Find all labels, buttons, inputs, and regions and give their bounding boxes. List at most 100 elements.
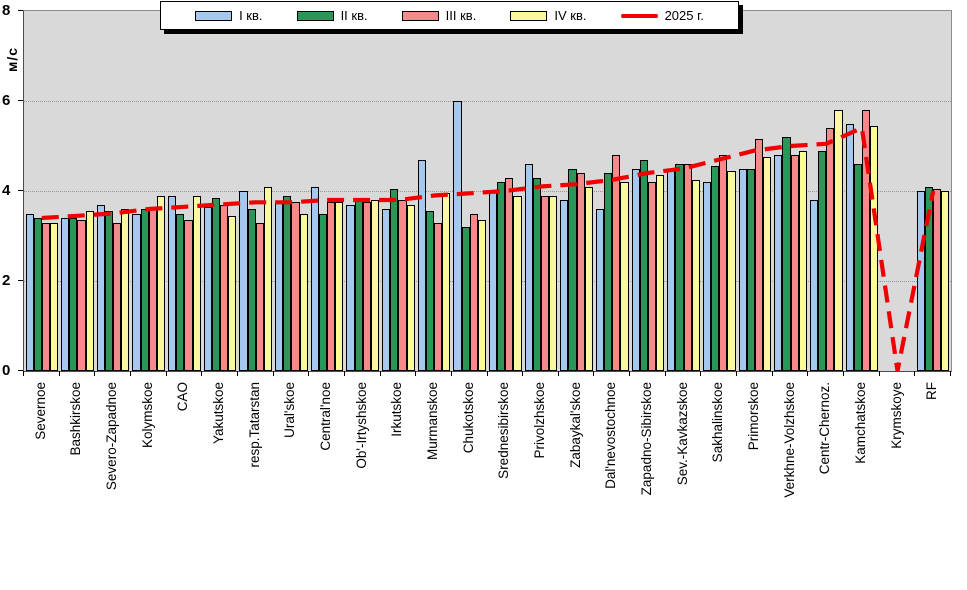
bar-iv-severnoe [49,222,59,371]
x-tick-mark-0 [23,371,24,376]
bar-i-centr-chernoz [809,200,819,371]
bar-iii-primorskoe [754,139,764,371]
bar-iv-irkutskoe [406,204,415,371]
bar-ii-chukotskoe [461,227,470,371]
legend-item-q2: II кв. [296,8,368,23]
bar-i-zabaykal-skoe [560,200,569,371]
bar-iv-rf [941,191,950,371]
bar-ii-cao [176,213,185,371]
bar-i-rf [916,191,925,371]
bar-iv-bashkirskoe [85,211,94,371]
x-tick-mark-10 [379,371,381,376]
bar-iii-severnoe [41,222,50,371]
legend-item-2025: 2025 г. [620,8,704,23]
bar-ii-rf [925,186,934,371]
bar-iv-kolymskoe [156,195,166,371]
bar-iii-privolzhskoe [540,195,550,371]
x-tick-mark-20 [736,371,738,376]
x-label-severnoe: Severnoe [32,382,48,440]
bar-i-verkhne-volzhskoe [774,155,783,371]
bar-ii-irkutskoe [390,188,399,371]
x-tick-mark-17 [629,371,631,376]
x-tick-mark-9 [343,371,345,376]
x-tick-mark-7 [272,371,274,376]
bar-iii-ural-skoe [291,202,300,371]
x-label-yakutskoe: Yakutskoe [211,382,227,445]
bar-i-ob-irtyshskoe [346,204,355,371]
bar-iii-severo-zapadnoe [113,222,122,371]
legend-swatch-q2-icon [296,10,334,21]
bar-iii-murmanskoe [434,222,443,371]
x-label-privolzhskoe: Privolzhskoe [531,382,547,459]
x-label-kolymskoe: Kolymskoe [139,382,155,449]
bar-iii-zapadno-sibirskoe [647,182,657,371]
x-tick-mark-11 [415,371,417,376]
x-label-resp-tatarstan: resp.Tatarstan [246,382,262,468]
x-label-zabaykal-skoe: Zabaykal'skoe [567,382,583,468]
bar-iv-cao [192,195,201,371]
x-tick-mark-4 [165,371,167,376]
bar-ii-srednesibirskoe [497,182,506,371]
legend-item-q3: III кв. [401,8,476,23]
bar-ii-sev-kavkazskoe [675,164,684,371]
y-tick-label-0: 0 [2,362,11,379]
x-tick-mark-3 [129,371,131,376]
bar-ii-resp-tatarstan [247,209,256,371]
bar-ii-severnoe [33,218,42,371]
bar-i-chukotskoe [453,101,462,371]
bar-i-kolymskoe [132,213,141,371]
x-label-zapadno-sibirskoe: Zapadno-Sibirskoe [638,382,654,496]
legend-swatch-q1-icon [195,10,233,21]
trend-line-2025 [41,124,936,372]
bar-ii-zabaykal-skoe [568,168,577,371]
y-tick-mark-2 [18,280,23,281]
x-tick-mark-6 [236,371,238,376]
bar-iv-severo-zapadnoe [121,209,130,371]
bar-iv-chukotskoe [477,220,486,371]
bar-iv-ob-irtyshskoe [370,200,380,371]
x-tick-mark-13 [486,371,488,376]
bar-iv-zapadno-sibirskoe [656,175,665,371]
bar-ii-ural-skoe [283,195,292,371]
bar-iii-cao [184,220,193,371]
bar-ii-murmanskoe [425,211,434,371]
bar-ii-bashkirskoe [69,218,78,371]
y-tick-mark-6 [18,100,23,101]
x-label-krymskoye: Krymskoye [888,382,904,449]
bar-i-severnoe [25,213,34,371]
bar-iii-central-noe [327,202,336,371]
gridline-2 [24,281,951,282]
x-tick-mark-5 [201,371,203,376]
bar-iii-dal-nevostochnoe [612,155,621,371]
bar-ii-privolzhskoe [532,177,541,371]
x-tick-mark-8 [308,371,310,376]
x-tick-mark-2 [94,371,96,376]
x-label-verkhne-volzhskoe: Verkhne-Volzhskoe [781,382,797,498]
bar-iv-ural-skoe [299,213,308,371]
y-tick-mark-8 [18,10,23,11]
y-tick-mark-0 [18,370,23,371]
bar-i-zapadno-sibirskoe [631,168,640,371]
x-label-dal-nevostochnoe: Dal'nevostochnoe [603,382,619,489]
bar-iv-srednesibirskoe [513,195,522,371]
bar-iii-sakhalinskoe [719,155,728,371]
bar-iv-central-noe [335,202,344,371]
gridline-6 [24,101,951,102]
bar-i-bashkirskoe [61,218,70,371]
line-2025 [41,124,936,372]
bar-iii-rf [933,188,942,371]
bar-iv-dal-nevostochnoe [620,182,629,371]
bar-iv-centr-chernoz [834,110,843,371]
x-tick-mark-25 [914,371,916,376]
bar-i-sakhalinskoe [702,182,712,371]
y-tick-label-4: 4 [2,182,11,199]
bar-ii-verkhne-volzhskoe [782,137,791,371]
x-label-cao: CAO [175,382,191,412]
legend-item-q4: IV кв. [510,8,587,23]
x-tick-mark-24 [878,371,880,376]
bar-iii-ob-irtyshskoe [362,202,371,371]
x-tick-mark-26 [950,371,951,376]
bar-iv-sakhalinskoe [727,170,736,371]
legend-label-q2: II кв. [340,8,368,23]
